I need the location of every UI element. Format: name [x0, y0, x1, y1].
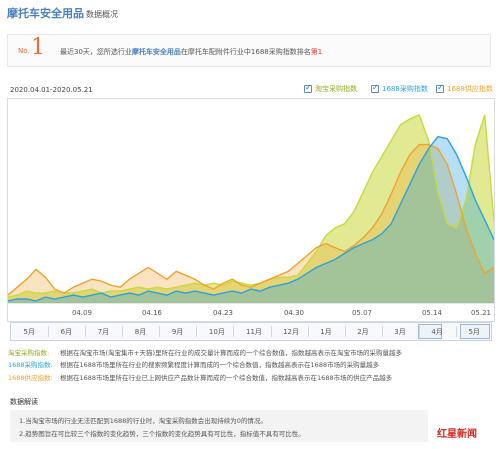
month-label[interactable]: 3月 [394, 328, 406, 336]
series-line-3 [7, 143, 495, 296]
month-separator [85, 326, 87, 337]
date-range: 2020.04.01-2020.05.21 [10, 86, 93, 94]
rank-description: 最近30天，您所选行业摩托车安全用品在摩托车配附件行业中1688采购指数排名第1 [60, 47, 322, 57]
x-tick-label: 04.23 [213, 309, 233, 317]
month-separator [233, 326, 235, 337]
legend-1688-supply[interactable]: 1688供应指数 [436, 83, 493, 94]
note-item: 2.趋势图旨在可比较三个指数的变化趋势，三个指数的变化趋势具有可比性，指标值不具… [19, 430, 305, 438]
x-tick-label: 05.14 [422, 309, 443, 317]
month-range-slider[interactable]: 5月 6月 7月 8月 9月 10月 11月 12月 1月 2月 3月 4月 5月 [10, 322, 492, 341]
index-description-text: 根据在1688市场里所在行业已上网供应产品数计算而成的一个综合数值，指数越高表示… [60, 374, 393, 382]
rank-no-label: No. [18, 47, 30, 55]
rank-number: 1 [31, 35, 45, 60]
month-label[interactable]: 8月 [134, 328, 147, 336]
x-tick-label: 04.09 [72, 309, 92, 317]
range-handle-end[interactable] [460, 324, 490, 339]
trend-chart-svg: 04.09 04.16 04.23 04.30 05.07 05.14 05.21 [7, 113, 495, 317]
legend-1688-purchase[interactable]: 1688采购指数 [371, 83, 428, 94]
x-tick-label: 04.30 [284, 309, 304, 317]
month-separator [122, 326, 124, 337]
month-separator [270, 326, 272, 337]
index-description-key: 1688采购指数: [8, 361, 53, 369]
series-line-2 [7, 135, 495, 302]
month-label[interactable]: 6月 [60, 328, 73, 336]
index-description: 1688供应指数: 根据在1688市场里所在行业已上网供应产品数计算而成的一个综合… [8, 372, 392, 382]
series-area-2 [8, 136, 494, 303]
index-description-text: 根据在淘宝市场(淘宝集市+天猫)里所在行业的成交量计算而成的一个综合数值，指数越… [60, 349, 403, 357]
rank-text-middle: 在摩托车配附件行业中1688采购指数排名 [180, 48, 311, 56]
x-tick-label: 05.07 [352, 309, 372, 317]
month-label[interactable]: 5月 [23, 328, 35, 336]
month-separator [418, 326, 420, 337]
checkbox-icon[interactable] [436, 83, 444, 93]
rank-value: 第1 [310, 48, 323, 56]
month-label[interactable]: 7月 [97, 328, 110, 336]
notes-box: 1.当淘宝市场的行业无法匹配到1688的行业时，淘宝采购指数会出现持续为0的情况… [10, 410, 428, 442]
index-description-text: 根据在1688市场里所在行业的搜索频繁程度计算而成的一个综合数值，指数越高表示在… [60, 361, 380, 369]
month-label[interactable]: 5月 [468, 328, 480, 336]
month-label[interactable]: 9月 [171, 328, 184, 336]
notes-title: 数据解读 [10, 398, 38, 406]
x-tick-label: 04.16 [142, 309, 163, 317]
title-suffix: 数据概况 [86, 10, 118, 19]
legend-label-1688-supply: 1688供应指数 [447, 85, 493, 93]
note-item: 1.当淘宝市场的行业无法匹配到1688的行业时，淘宝采购指数会出现持续为0的情况… [19, 417, 267, 425]
industry-title: 摩托车安全用品 [7, 7, 84, 20]
month-label[interactable]: 2月 [357, 328, 369, 336]
index-description-key: 淘宝采购指数: [8, 349, 50, 357]
month-label[interactable]: 1月 [320, 328, 332, 336]
legend-taobao[interactable]: 淘宝采购指数 [304, 83, 357, 94]
x-tick-label: 05.21 [471, 309, 491, 317]
month-separator [455, 326, 457, 337]
watermark-logo: 红星新闻 [437, 429, 477, 440]
series-area-3 [8, 144, 494, 303]
month-label[interactable]: 11月 [246, 328, 262, 336]
series-line-1 [7, 113, 495, 298]
legend-label-taobao: 淘宝采购指数 [315, 85, 357, 93]
month-separator [196, 326, 198, 337]
month-label[interactable]: 4月 [431, 328, 443, 336]
checkbox-icon[interactable] [371, 83, 379, 93]
rank-industry-name: 摩托车安全用品 [131, 48, 181, 56]
page-title: 摩托车安全用品 数据概况 [7, 5, 118, 21]
rank-text-prefix: 最近30天，您所选行业 [60, 48, 132, 56]
checkbox-icon[interactable] [304, 83, 312, 93]
month-separator [344, 326, 346, 337]
trend-chart: 04.09 04.16 04.23 04.30 05.07 05.14 05.21 [7, 98, 495, 322]
index-description: 淘宝采购指数: 根据在淘宝市场(淘宝集市+天猫)里所在行业的成交量计算而成的一个综… [8, 347, 402, 357]
index-description-key: 1688供应指数: [8, 374, 53, 382]
legend-label-1688-purchase: 1688采购指数 [382, 85, 428, 93]
series-area-1 [8, 114, 494, 304]
range-handle-start[interactable] [418, 324, 442, 339]
month-separator [381, 326, 383, 337]
index-description: 1688采购指数: 根据在1688市场里所在行业的搜索频繁程度计算而成的一个综合数… [8, 359, 379, 369]
month-separator [159, 326, 161, 337]
month-label[interactable]: 10月 [208, 328, 225, 336]
month-separator [307, 326, 309, 337]
rank-summary-box: No. 1 最近30天，您所选行业摩托车安全用品在摩托车配附件行业中1688采购… [7, 34, 491, 67]
month-separator [48, 326, 50, 337]
month-label[interactable]: 12月 [283, 328, 299, 336]
